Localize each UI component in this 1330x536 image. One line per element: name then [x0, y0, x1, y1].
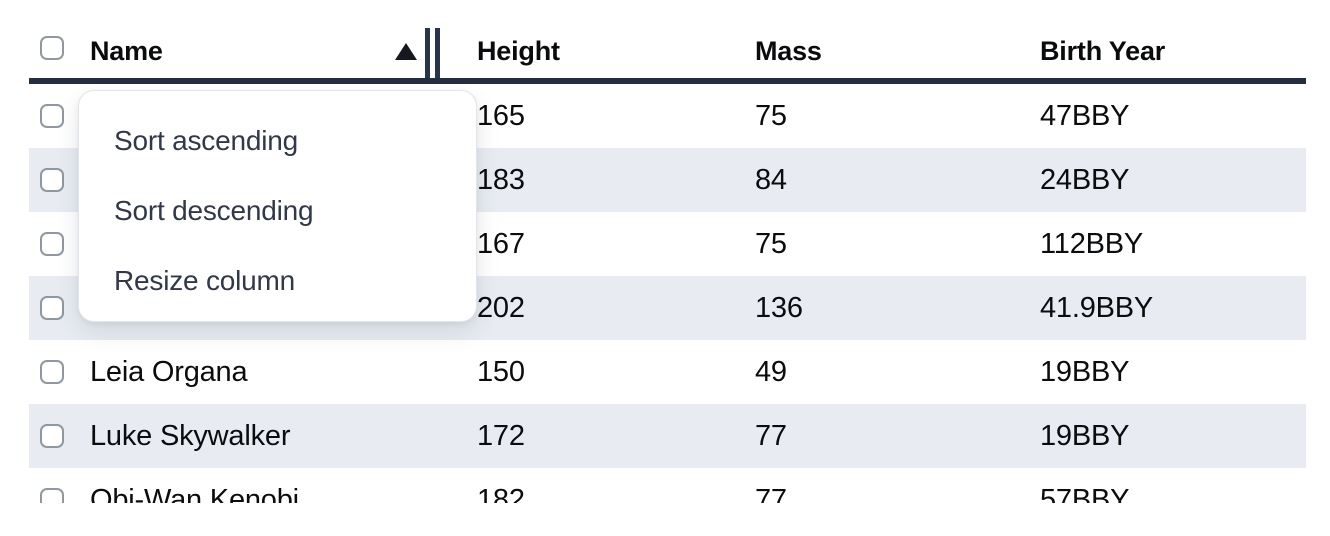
- cell-mass: 75: [755, 100, 787, 132]
- cell-mass: 75: [755, 228, 787, 260]
- menu-item-sort-descending[interactable]: Sort descending: [114, 195, 314, 226]
- column-header-height[interactable]: Height: [477, 36, 560, 66]
- column-resize-handle-icon[interactable]: [425, 28, 440, 78]
- cell-height: 150: [477, 356, 525, 388]
- cell-height: 165: [477, 100, 525, 132]
- menu-item-sort-ascending[interactable]: Sort ascending: [114, 125, 298, 156]
- table-row: Obi-Wan Kenobi 182 77 57BBY: [29, 468, 1306, 503]
- cell-height: 167: [477, 228, 525, 260]
- column-header-birth-year[interactable]: Birth Year: [1040, 36, 1166, 66]
- cell-birth-year: 24BBY: [1040, 164, 1130, 196]
- cell-birth-year: 19BBY: [1040, 356, 1130, 388]
- cell-birth-year: 47BBY: [1040, 100, 1130, 132]
- row-checkbox[interactable]: [40, 104, 64, 128]
- cell-name: Luke Skywalker: [90, 420, 291, 452]
- row-checkbox[interactable]: [40, 168, 64, 192]
- cell-mass: 136: [755, 292, 803, 324]
- row-checkbox[interactable]: [40, 296, 64, 320]
- cell-height: 172: [477, 420, 525, 452]
- menu-item-resize-column[interactable]: Resize column: [114, 265, 296, 296]
- column-header-mass[interactable]: Mass: [755, 36, 822, 66]
- select-all-checkbox[interactable]: [40, 36, 64, 60]
- cell-mass: 77: [755, 420, 787, 452]
- column-header-name[interactable]: Name: [90, 36, 163, 66]
- row-checkbox[interactable]: [40, 360, 64, 384]
- cell-birth-year: 112BBY: [1040, 228, 1144, 260]
- cell-height: 182: [477, 484, 525, 503]
- row-checkbox[interactable]: [40, 232, 64, 256]
- cell-mass: 84: [755, 164, 787, 196]
- cell-name: Leia Organa: [90, 356, 248, 388]
- cell-mass: 49: [755, 356, 787, 388]
- table-row: Luke Skywalker 172 77 19BBY: [29, 404, 1306, 468]
- cell-birth-year: 57BBY: [1040, 484, 1130, 503]
- sort-ascending-icon[interactable]: [395, 43, 417, 60]
- row-checkbox[interactable]: [40, 424, 64, 448]
- row-checkbox[interactable]: [40, 488, 64, 503]
- cell-height: 202: [477, 292, 525, 324]
- cell-birth-year: 41.9BBY: [1040, 292, 1154, 324]
- cell-height: 183: [477, 164, 525, 196]
- cell-name: Obi-Wan Kenobi: [90, 484, 299, 503]
- cell-mass: 77: [755, 484, 787, 503]
- table-row: Leia Organa 150 49 19BBY: [29, 340, 1306, 404]
- table-header-row: Name Height Mass Birth Year: [29, 0, 1306, 84]
- cell-birth-year: 19BBY: [1040, 420, 1130, 452]
- column-menu-dropdown: Sort ascending Sort descending Resize co…: [78, 90, 477, 322]
